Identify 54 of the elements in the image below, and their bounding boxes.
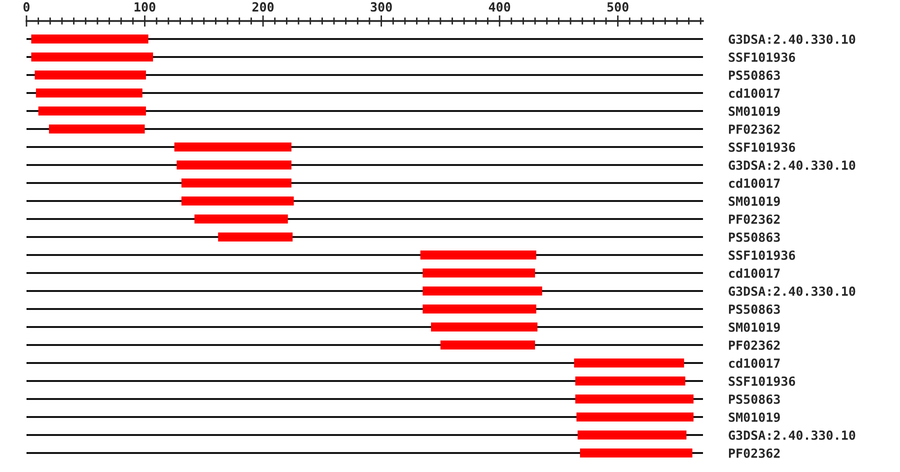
y-tick-label: SSF101936 [728, 142, 796, 152]
bar [422, 268, 536, 278]
y-tick-label: cd10017 [729, 358, 780, 368]
bar [31, 34, 148, 44]
x-tick-label: 500 [607, 2, 628, 12]
bar [420, 250, 536, 260]
y-tick-label: SSF101936 [728, 376, 796, 386]
y-tick-label: PF02362 [728, 214, 780, 224]
y-tick-label: G3DSA:2.40.330.10 [728, 430, 856, 440]
x-tick-label: 100 [134, 2, 156, 12]
bar [218, 232, 293, 242]
bar [430, 322, 538, 332]
y-tick-label: PF02362 [728, 448, 780, 458]
y-tick-label: SSF101936 [728, 250, 796, 260]
x-tick-label: 400 [488, 2, 510, 12]
y-tick-label: PS50863 [728, 394, 780, 404]
x-tick-label: 0 [23, 2, 30, 12]
y-tick-label: SM01019 [728, 196, 780, 206]
bar [422, 304, 536, 314]
y-tick-label: SM01019 [728, 106, 780, 116]
y-tick-label: cd10017 [729, 88, 780, 98]
y-tick-label: PS50863 [728, 232, 780, 242]
bar [575, 376, 686, 386]
bar [181, 178, 292, 188]
bar [576, 412, 694, 422]
bar [181, 196, 294, 206]
bar [176, 160, 292, 170]
y-tick-label: PF02362 [728, 124, 780, 134]
bar [38, 106, 146, 116]
y-tick-label: G3DSA:2.40.330.10 [728, 160, 856, 170]
y-tick-label: SM01019 [728, 412, 780, 422]
x-tick-label: 300 [370, 2, 392, 12]
y-tick-label: PS50863 [728, 70, 780, 80]
x-tick-label: 200 [252, 2, 274, 12]
y-tick-label: cd10017 [729, 268, 780, 278]
bar [31, 52, 154, 62]
y-tick-label: G3DSA:2.40.330.10 [728, 286, 856, 296]
bar [575, 394, 694, 404]
bar [174, 142, 292, 152]
bar [194, 214, 288, 224]
bar [574, 358, 684, 368]
y-tick-label: SM01019 [728, 322, 780, 332]
y-tick-label: cd10017 [729, 178, 780, 188]
bar [580, 448, 692, 458]
bar [34, 70, 146, 80]
bar [48, 124, 145, 134]
bar [440, 340, 536, 350]
y-tick-label: PS50863 [728, 304, 780, 314]
bar [578, 430, 686, 440]
bar [422, 286, 542, 296]
y-tick-label: SSF101936 [728, 52, 796, 62]
y-tick-label: PF02362 [728, 340, 780, 350]
bar [36, 88, 142, 98]
y-tick-label: G3DSA:2.40.330.10 [728, 34, 856, 44]
